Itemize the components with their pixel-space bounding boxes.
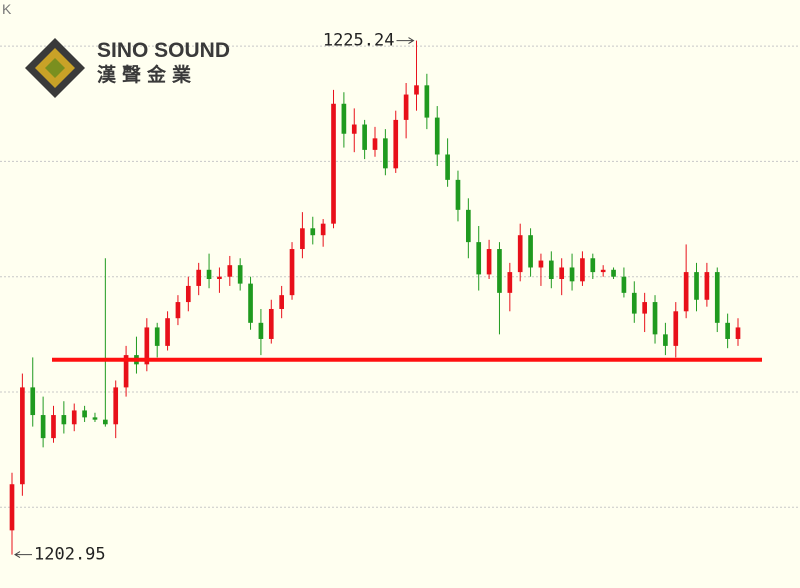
candle-body xyxy=(196,269,202,286)
candle-body xyxy=(103,419,108,425)
candle-body xyxy=(71,410,77,425)
logo-diamond-core xyxy=(45,58,65,78)
candle-body xyxy=(310,228,316,236)
candle-body xyxy=(331,103,336,224)
candle-body xyxy=(580,258,585,282)
chart-label: K xyxy=(2,1,12,17)
candle-body xyxy=(486,249,492,275)
candle-body xyxy=(590,258,596,273)
candle-body xyxy=(92,417,98,420)
candle-body xyxy=(123,355,129,388)
candle-body xyxy=(82,410,87,418)
candle-body xyxy=(528,235,533,268)
candle-body xyxy=(258,322,264,339)
candle-body xyxy=(548,260,554,280)
candle-body xyxy=(414,85,419,95)
candle-body xyxy=(20,387,25,485)
logo: SINO SOUND 漢聲金業 xyxy=(25,38,230,98)
logo-chinese: 漢聲金業 xyxy=(97,63,197,86)
candle-body xyxy=(538,260,544,268)
candle-body xyxy=(600,269,606,273)
candle-body xyxy=(227,265,233,277)
candle-body xyxy=(175,302,181,319)
candle-body xyxy=(663,334,668,346)
candle-body xyxy=(466,209,471,243)
candle-body xyxy=(497,249,502,293)
candle-body xyxy=(434,117,440,155)
candle-body xyxy=(289,249,295,296)
candle-body xyxy=(735,327,741,339)
candle-body xyxy=(268,308,274,339)
candle-body xyxy=(61,415,67,425)
candle-body xyxy=(30,387,36,416)
candle-body xyxy=(362,124,367,150)
low-arrow xyxy=(14,551,32,558)
candle-body xyxy=(621,276,627,293)
low-label: 1202.95 xyxy=(34,545,106,565)
candle-body xyxy=(237,265,243,284)
candle-body xyxy=(714,272,720,323)
candle-body xyxy=(9,484,15,531)
high-label: 1225.24 xyxy=(323,31,395,51)
candle-body xyxy=(165,318,170,346)
candle-body xyxy=(144,327,150,365)
candle-body xyxy=(704,272,710,300)
candle-body xyxy=(424,85,430,118)
candle-body xyxy=(476,242,482,275)
candle-body xyxy=(403,94,409,120)
candle-body xyxy=(631,292,637,314)
candle-body xyxy=(642,302,647,314)
candle-body xyxy=(517,235,523,273)
candle-body xyxy=(383,138,388,169)
candle-body xyxy=(154,327,160,346)
candle-body xyxy=(652,302,658,335)
candle-body xyxy=(279,295,284,309)
candle-body xyxy=(694,272,699,300)
candle-body xyxy=(217,276,222,280)
candle-body xyxy=(113,387,119,425)
candle-body xyxy=(673,311,679,346)
candle-body xyxy=(725,322,730,339)
candle-body xyxy=(372,138,378,150)
candle-body xyxy=(507,272,513,293)
candle-body xyxy=(185,285,191,303)
high-arrow xyxy=(396,37,415,45)
candle-body xyxy=(40,415,46,439)
candle-body xyxy=(559,267,565,280)
candle-body xyxy=(569,267,575,282)
candle-body xyxy=(351,124,357,134)
candle-body xyxy=(300,228,305,250)
candle-body xyxy=(248,283,253,323)
candle-body xyxy=(206,269,212,280)
candle-body xyxy=(320,223,326,236)
candle-body xyxy=(51,415,56,439)
candle-body xyxy=(393,119,399,169)
candle-body xyxy=(611,269,616,277)
candle-body xyxy=(445,154,450,180)
candle-body xyxy=(455,179,461,210)
candle-body xyxy=(341,103,347,134)
logo-name: SINO SOUND xyxy=(97,39,230,62)
candle-body xyxy=(683,272,689,312)
